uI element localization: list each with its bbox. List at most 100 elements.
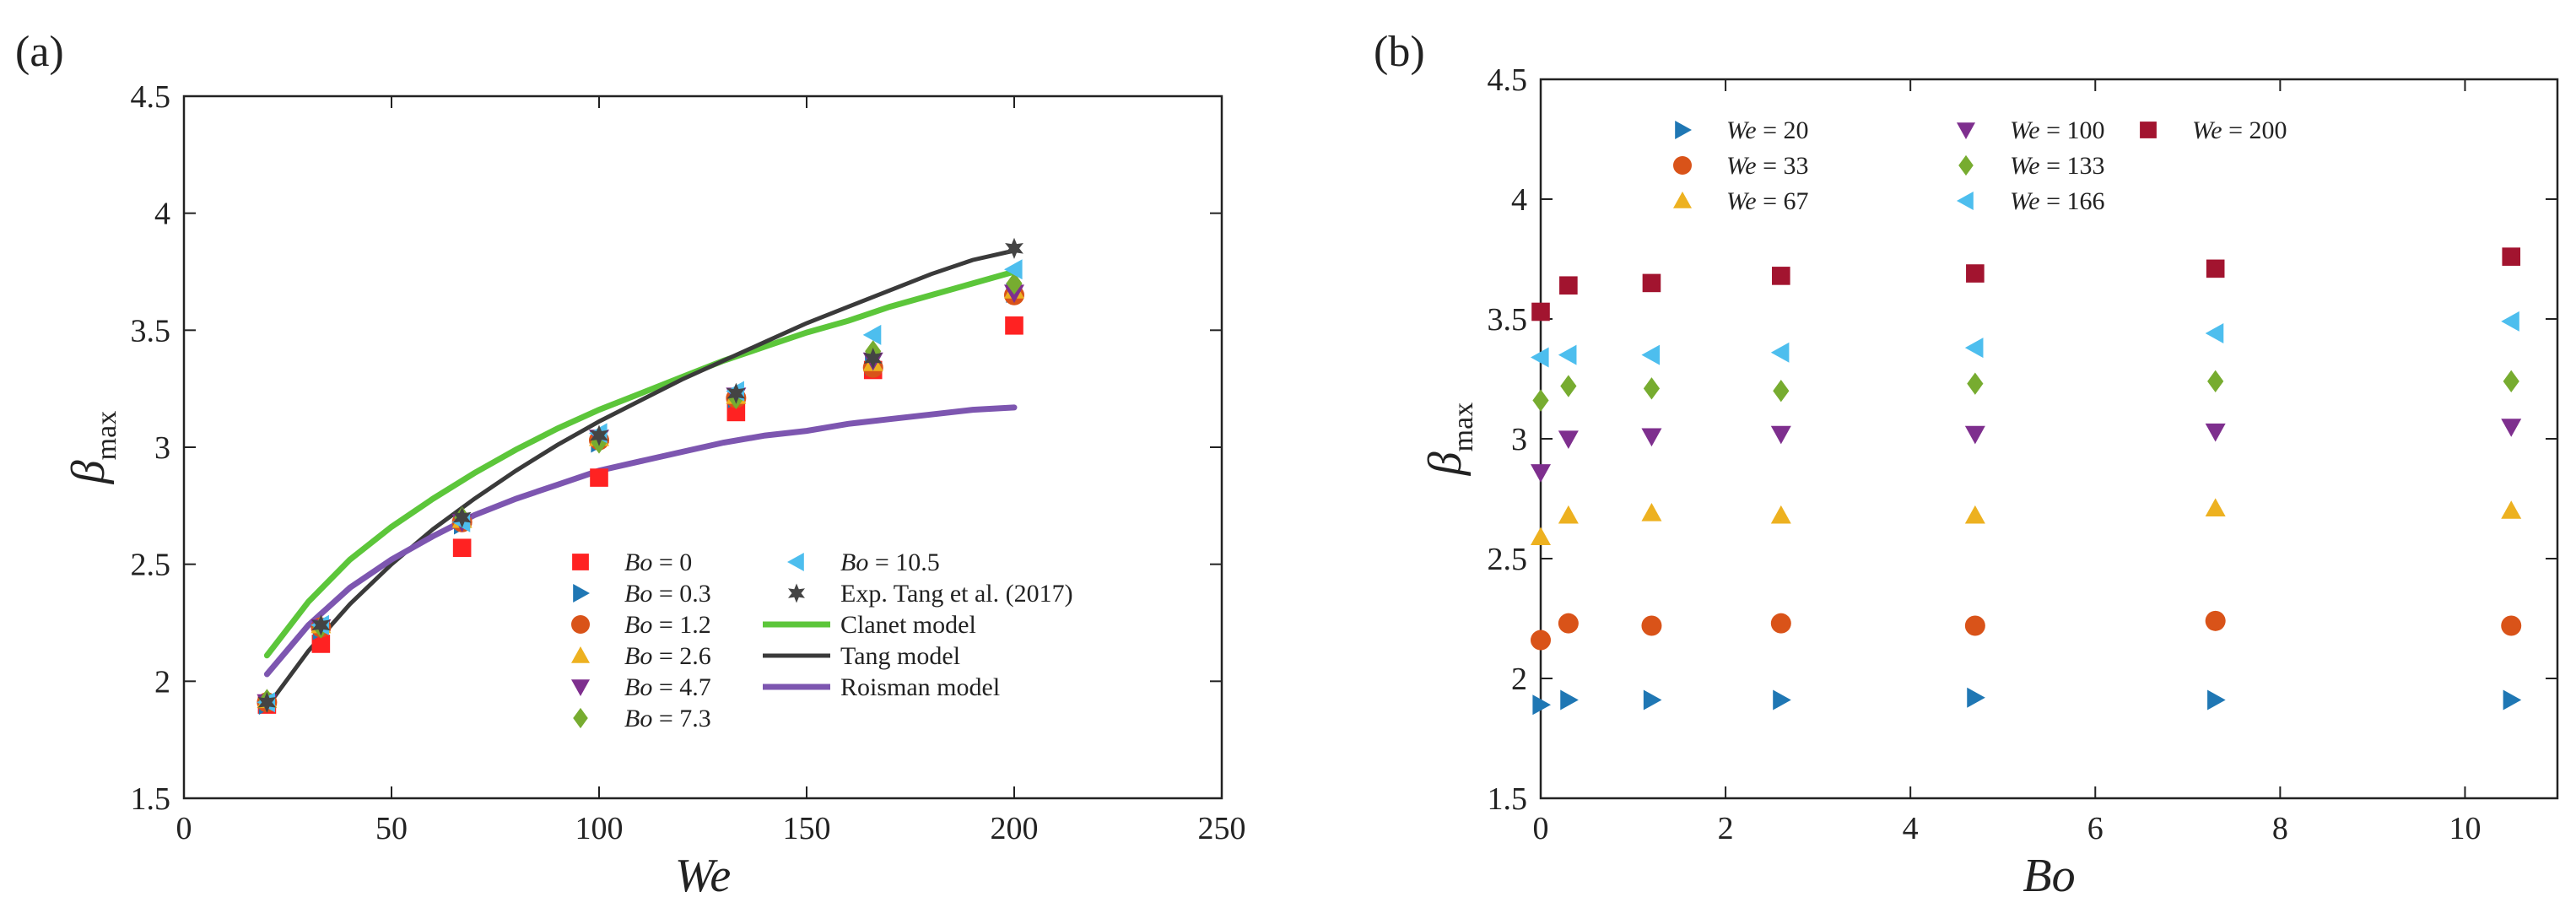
- data-point-bo-0: [726, 403, 746, 422]
- data-point-bo-0: [452, 538, 472, 558]
- panel-label: (a): [15, 28, 64, 76]
- legend-label: Bo = 4.7: [624, 673, 711, 701]
- x-tick-label: 250: [1198, 811, 1246, 846]
- data-point-we-20: [2503, 689, 2522, 711]
- x-tick-label: 10: [2449, 811, 2481, 846]
- y-tick-label: 4.5: [1488, 62, 1528, 98]
- data-point-we-200: [1531, 302, 1550, 322]
- data-point-we-166: [1558, 344, 1577, 365]
- legend-label: Bo = 10.5: [840, 548, 940, 576]
- data-point-bo-0: [1005, 316, 1023, 335]
- data-point-we-33: [1531, 630, 1551, 651]
- data-point-we-166: [2205, 323, 2224, 344]
- legend-marker: [788, 583, 805, 603]
- legend-marker: [1673, 156, 1692, 175]
- data-point-we-20: [2207, 689, 2226, 711]
- data-point-we-100: [1558, 430, 1579, 449]
- y-tick-label: 4: [1511, 182, 1527, 218]
- data-point-we-100: [1641, 428, 1662, 447]
- data-point-we-20: [1532, 694, 1551, 716]
- data-point-we-133: [1532, 389, 1549, 412]
- data-point-we-166: [2501, 311, 2519, 332]
- data-point-we-20: [1773, 689, 1791, 711]
- legend-marker: [571, 679, 590, 696]
- data-point-we-33: [2501, 615, 2522, 636]
- data-point-we-133: [1643, 377, 1661, 400]
- y-tick-label: 2: [1511, 662, 1527, 697]
- y-tick-label: 4: [154, 197, 170, 232]
- series-line-roisman-model: [263, 404, 1018, 678]
- data-point-we-200: [1772, 267, 1790, 285]
- panel-label: (b): [1374, 28, 1425, 76]
- x-tick-label: 8: [2272, 811, 2288, 846]
- legend-marker: [1957, 192, 1974, 210]
- data-point-exp-tang-et-al-2017-: [726, 382, 746, 404]
- data-point-we-200: [1966, 264, 1985, 283]
- data-point-we-100: [2205, 423, 2226, 442]
- data-point-we-100: [2501, 419, 2522, 437]
- panel-a-chart: 0 50 100 150 200 250 1.5 2 2.5 3 3.5 4 4.5 (a) We βmax B…: [15, 28, 1246, 902]
- legend-label: Tang model: [840, 642, 960, 670]
- legend-marker: [573, 584, 590, 602]
- legend-marker: [571, 615, 590, 634]
- legend-label: We = 67: [1726, 187, 1808, 215]
- legend-label: Bo = 0: [624, 548, 692, 576]
- y-tick-label: 3: [1511, 422, 1527, 457]
- x-tick-label: 4: [1903, 811, 1919, 846]
- legend-label: Exp. Tang et al. (2017): [840, 580, 1073, 608]
- data-point-bo-10-5: [1004, 259, 1023, 280]
- y-axis-title: βmax: [1419, 403, 1479, 476]
- data-point-we-67: [2501, 500, 2522, 519]
- x-tick-label: 200: [991, 811, 1039, 846]
- data-point-we-133: [1967, 372, 1984, 395]
- y-tick-label: 4.5: [131, 79, 171, 115]
- data-point-we-166: [1641, 344, 1661, 365]
- legend-marker: [571, 646, 590, 663]
- data-point-we-33: [1964, 615, 1985, 636]
- data-point-we-20: [1967, 687, 1985, 708]
- legend-label: We = 100: [2010, 116, 2104, 144]
- data-point-exp-tang-et-al-2017-: [311, 614, 331, 636]
- x-tick-label: 0: [176, 811, 192, 846]
- data-point-exp-tang-et-al-2017-: [452, 506, 472, 528]
- data-point-we-33: [1770, 613, 1791, 634]
- legend-label: Roisman model: [840, 673, 1000, 701]
- legend-label: Bo = 1.2: [624, 611, 711, 639]
- data-point-bo-0: [311, 635, 331, 653]
- legend-label: We = 166: [2010, 187, 2104, 215]
- data-point-we-67: [1641, 503, 1662, 521]
- data-point-we-20: [1560, 689, 1579, 711]
- legend-marker: [1957, 122, 1975, 139]
- data-point-bo-10-5: [862, 324, 882, 345]
- legend-label: We = 133: [2010, 152, 2104, 180]
- data-point-exp-tang-et-al-2017-: [863, 348, 883, 370]
- data-point-we-100: [1964, 425, 1985, 445]
- x-tick-label: 6: [2087, 811, 2103, 846]
- y-tick-label: 2.5: [1488, 542, 1528, 577]
- data-point-we-67: [1964, 505, 1985, 524]
- data-point-exp-tang-et-al-2017-: [590, 424, 608, 446]
- data-point-we-33: [2205, 610, 2226, 631]
- data-point-we-200: [2206, 259, 2225, 278]
- legend-label: Bo = 7.3: [624, 705, 711, 732]
- data-point-bo-0: [590, 468, 608, 487]
- series-line-clanet-model: [263, 268, 1018, 659]
- data-point-exp-tang-et-al-2017-: [1005, 237, 1023, 259]
- data-point-we-133: [1773, 380, 1790, 403]
- legend-label: We = 33: [1726, 152, 1808, 180]
- data-point-bo-7-3: [1006, 272, 1023, 295]
- data-point-we-133: [2503, 370, 2519, 393]
- data-point-we-133: [1560, 375, 1577, 397]
- legend-label: We = 20: [1726, 116, 1808, 144]
- data-point-we-67: [1558, 505, 1579, 524]
- y-tick-label: 2.5: [131, 548, 171, 583]
- data-point-we-166: [1964, 338, 1984, 359]
- x-tick-label: 150: [783, 811, 831, 846]
- data-point-we-100: [1531, 464, 1551, 483]
- y-tick-label: 1.5: [131, 781, 171, 817]
- data-point-we-100: [1770, 425, 1791, 445]
- data-point-we-33: [1641, 615, 1662, 636]
- legend-label: Bo = 0.3: [624, 580, 711, 608]
